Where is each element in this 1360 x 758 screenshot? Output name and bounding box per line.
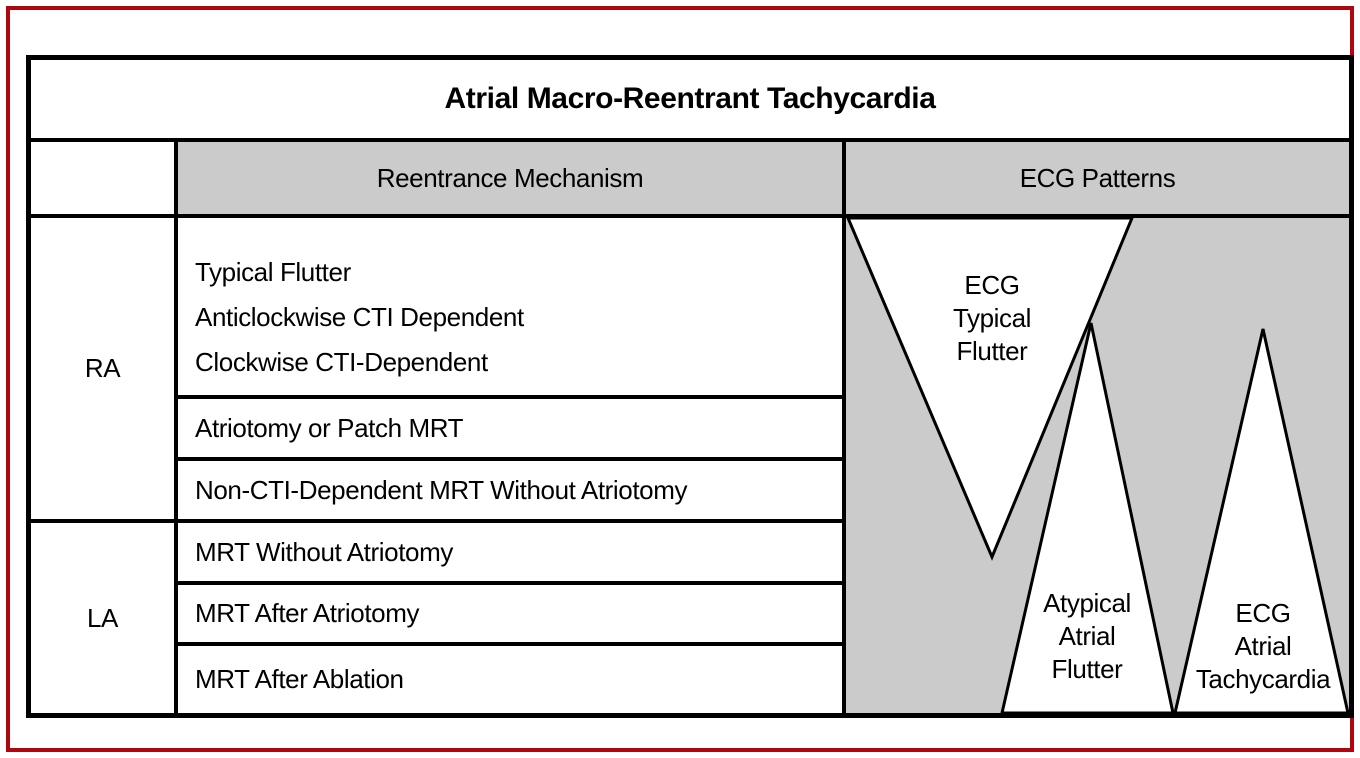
label-line: Atypical [1043,588,1131,618]
corner-cell [31,142,178,218]
label-atypical-atrial-flutter: Atypical Atrial Flutter [1043,587,1131,686]
ecg-patterns-panel: ECG Typical Flutter Atypical Atrial Flut… [846,218,1349,713]
figure-frame: Atrial Macro-Reentrant Tachycardia Reent… [6,6,1354,752]
atypical-atrial-flutter-triangle-shape [1000,322,1175,713]
column-header-mechanism: Reentrance Mechanism [178,142,846,218]
mechanism-cell-ra-group: Typical Flutter Anticlockwise CTI Depend… [178,218,846,399]
label-ecg-atrial-tachycardia: ECG Atrial Tachycardia [1195,597,1331,696]
mechanism-cell-mrt-without-atriotomy: MRT Without Atriotomy [178,523,846,585]
label-line: ECG [1235,598,1291,628]
mechanism-cell-atriotomy-patch-mrt: Atriotomy or Patch MRT [178,399,846,461]
label-line: Flutter [1051,654,1123,684]
label-line: Atrial [1058,621,1116,651]
mechanism-line-typical-flutter: Typical Flutter [195,257,351,287]
column-header-ecg: ECG Patterns [846,142,1349,218]
ecg-patterns-graphic [846,218,1349,713]
row-group-label-la: LA [31,523,178,713]
mechanism-line-clockwise-cti: Clockwise CTI-Dependent [195,347,488,377]
label-line: Typical [952,303,1032,333]
label-line: ECG [964,270,1020,300]
mechanism-cell-non-cti-mrt: Non-CTI-Dependent MRT Without Atriotomy [178,461,846,523]
ecg-typical-flutter-funnel-shape [846,218,1134,561]
table-title: Atrial Macro-Reentrant Tachycardia [31,60,1349,142]
label-ecg-typical-flutter: ECG Typical Flutter [952,269,1032,368]
mechanism-cell-mrt-after-atriotomy: MRT After Atriotomy [178,585,846,646]
mechanism-line-anticlockwise-cti: Anticlockwise CTI Dependent [195,302,524,332]
amrt-table: Atrial Macro-Reentrant Tachycardia Reent… [26,55,1354,718]
label-line: Tachycardia [1195,664,1331,694]
mechanism-cell-mrt-after-ablation: MRT After Ablation [178,646,846,713]
label-line: Flutter [956,336,1028,366]
label-line: Atrial [1234,631,1292,661]
ecg-atrial-tachycardia-triangle-shape [1173,328,1349,713]
row-group-label-ra: RA [31,218,178,523]
